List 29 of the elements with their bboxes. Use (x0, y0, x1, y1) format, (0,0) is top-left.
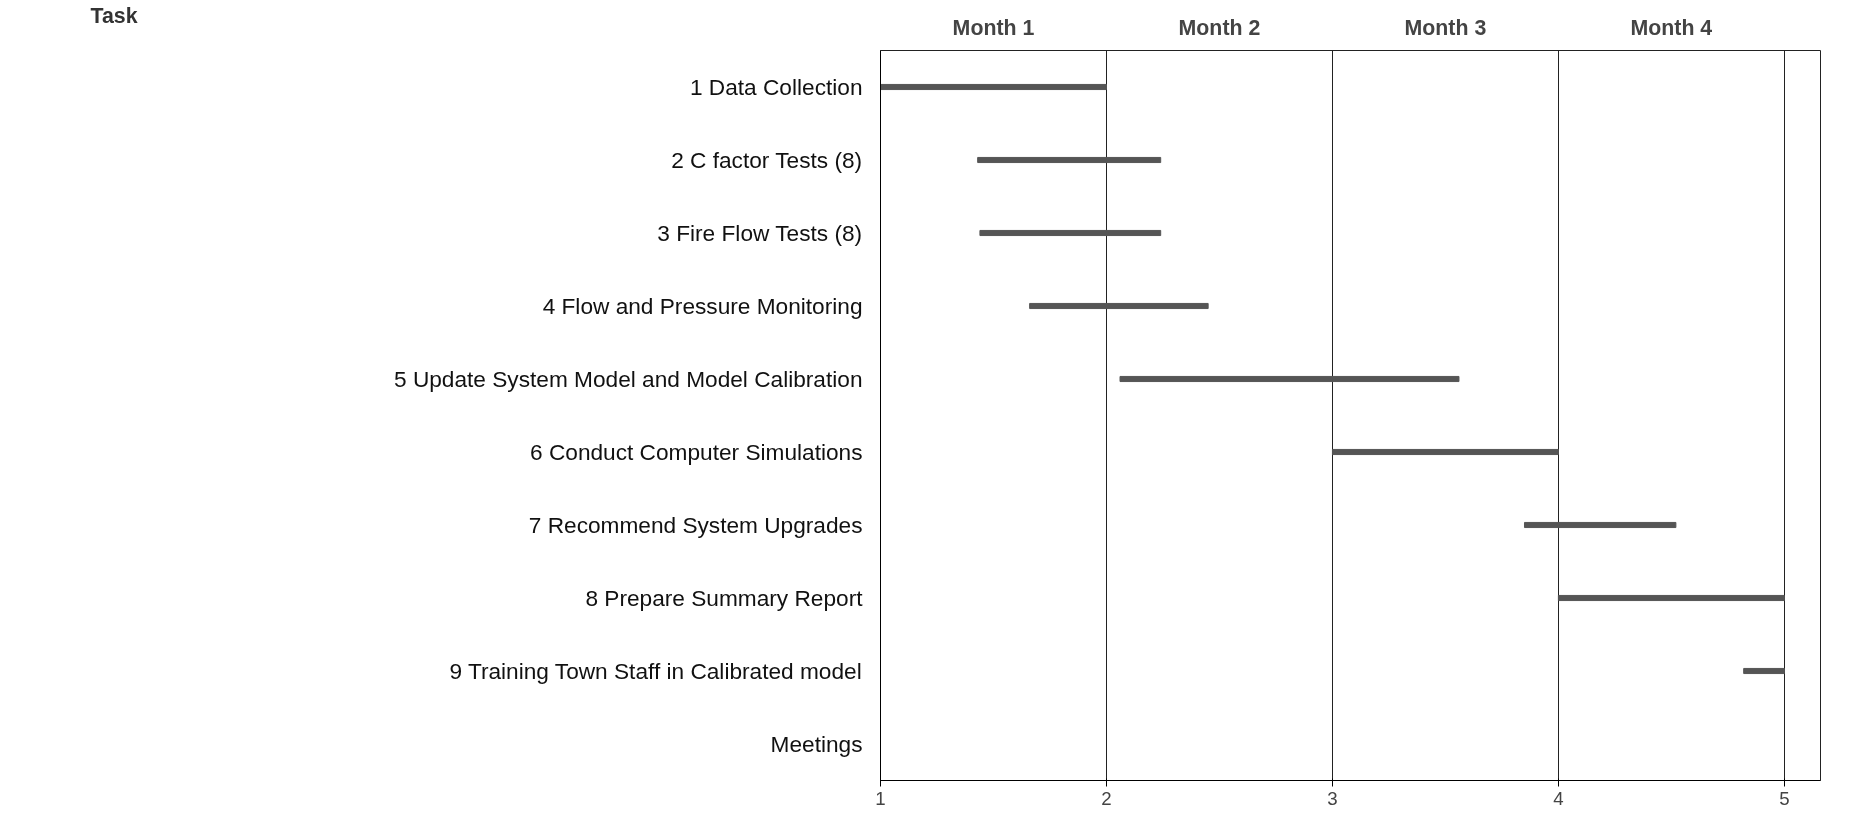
x-tick-label: 5 (1779, 787, 1790, 809)
bar (1743, 667, 1785, 675)
bar (1331, 448, 1559, 456)
bar (1557, 594, 1785, 602)
bar (880, 83, 1107, 91)
text: Task (90, 3, 138, 28)
bar (1523, 521, 1677, 529)
x-tick-label: 4 (1553, 787, 1564, 809)
y-tick-label: 9 Training Town Staff in Calibrated model (449, 658, 862, 684)
y-tick-label: 4 Flow and Pressure Monitoring (542, 293, 863, 319)
x-tick-label: 3 (1327, 787, 1338, 809)
y-tick-label: 6 Conduct Computer Simulations (530, 439, 863, 465)
y-tick-label: 8 Prepare Summary Report (585, 585, 864, 611)
y-tick-label: 7 Recommend System Upgrades (528, 512, 863, 538)
text: Month 3 (1404, 15, 1487, 40)
y-tick-label: 1 Data Collection (689, 74, 863, 100)
text: Month 4 (1630, 15, 1713, 40)
bar (977, 156, 1162, 164)
bar (1029, 302, 1209, 310)
x-tick-label: 2 (1101, 787, 1112, 809)
text: Month 1 (952, 15, 1035, 40)
y-tick-label: 5 Update System Model and Model Calibration (394, 366, 863, 392)
y-tick-label: Meetings (770, 731, 863, 757)
text: Month 2 (1178, 15, 1261, 40)
x-tick-label: 1 (875, 787, 886, 809)
bar (1119, 375, 1460, 383)
y-tick-label: 3 Fire Flow Tests (8) (657, 220, 863, 246)
bar (979, 229, 1162, 237)
y-tick-label: 2 C factor Tests (8) (671, 147, 863, 173)
